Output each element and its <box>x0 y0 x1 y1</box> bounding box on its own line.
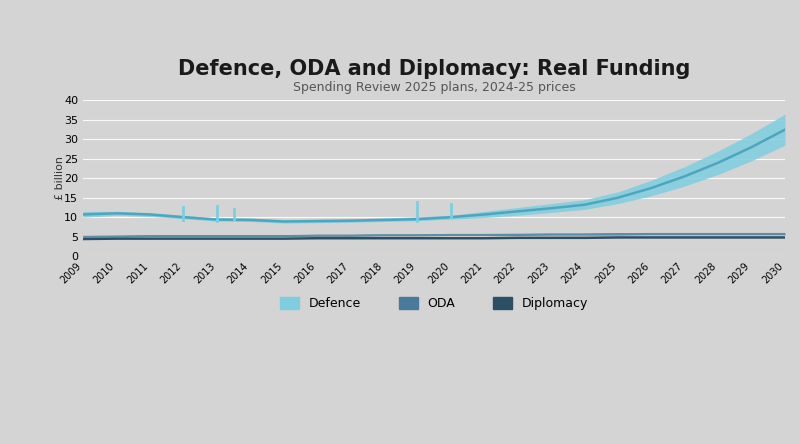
Text: Spending Review 2025 plans, 2024-25 prices: Spending Review 2025 plans, 2024-25 pric… <box>293 81 575 94</box>
Y-axis label: £ billion: £ billion <box>55 156 65 200</box>
Legend: Defence, ODA, Diplomacy: Defence, ODA, Diplomacy <box>275 292 593 315</box>
Title: Defence, ODA and Diplomacy: Real Funding: Defence, ODA and Diplomacy: Real Funding <box>178 59 690 79</box>
